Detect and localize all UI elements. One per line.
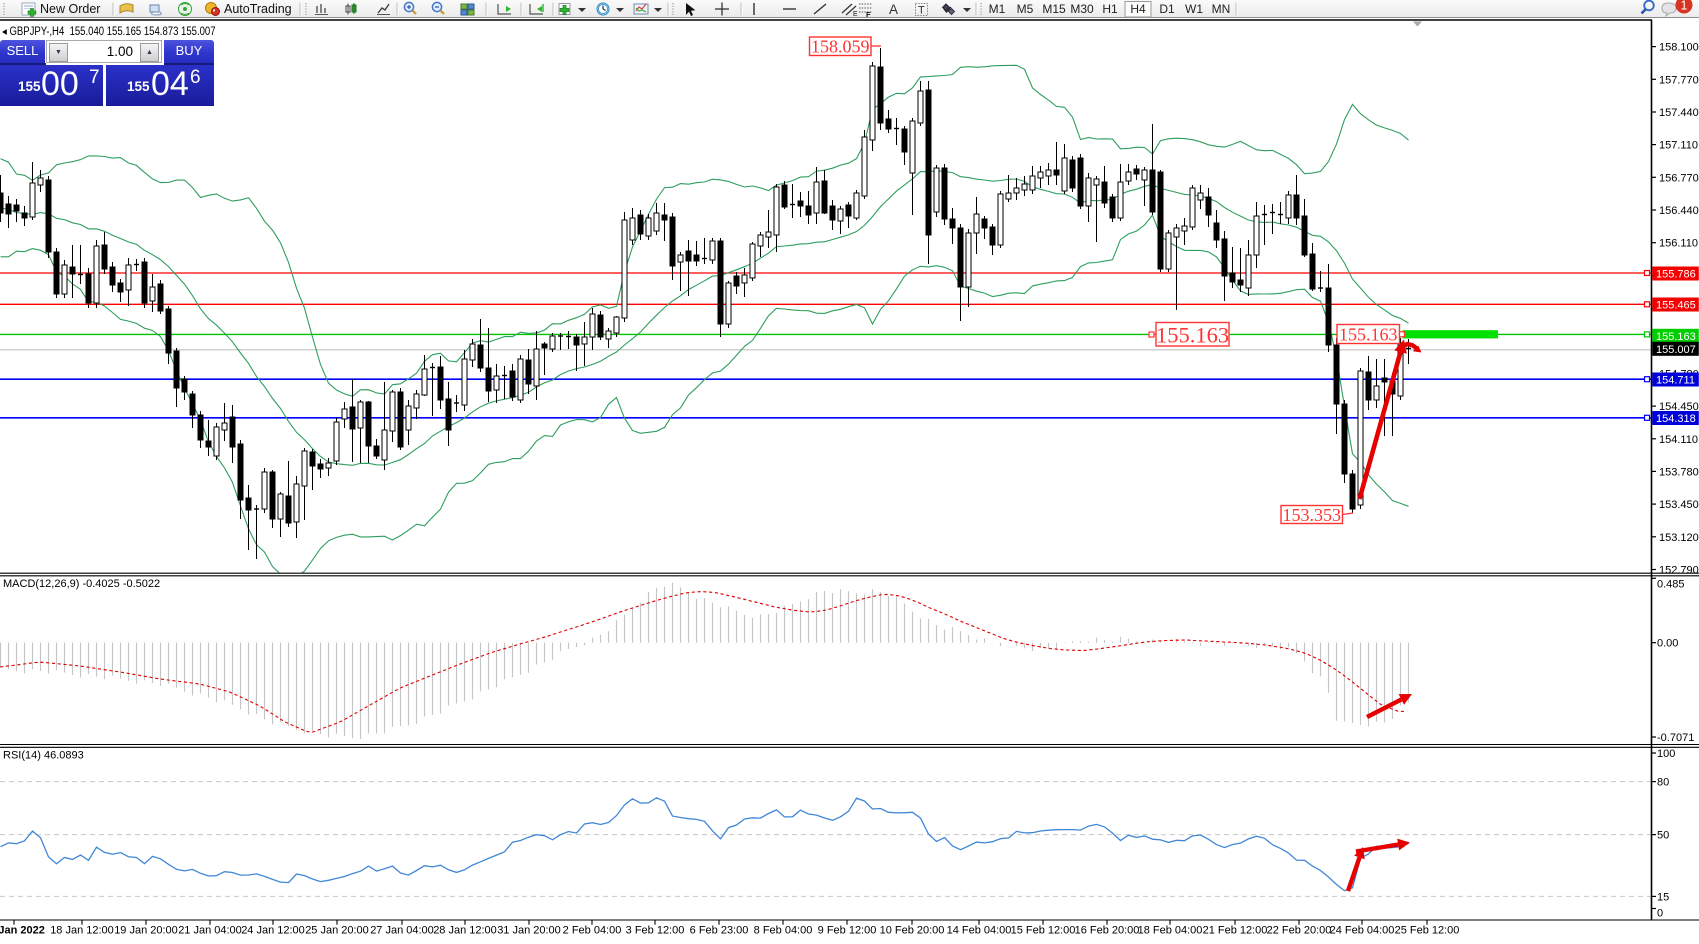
svg-text:154.450: 154.450 (1659, 401, 1699, 413)
svg-text:E: E (853, 11, 858, 18)
svg-text:158.059: 158.059 (811, 37, 870, 57)
svg-text:New Order: New Order (40, 2, 100, 16)
svg-text:M30: M30 (1070, 2, 1094, 16)
svg-text:RSI(14) 46.0893: RSI(14) 46.0893 (3, 750, 84, 762)
svg-text:156.110: 156.110 (1659, 238, 1698, 250)
svg-text:158.100: 158.100 (1659, 42, 1699, 54)
svg-text:A: A (889, 2, 898, 17)
svg-text:153.120: 153.120 (1659, 532, 1699, 544)
svg-text:155.163: 155.163 (1656, 331, 1696, 343)
svg-text:155.786: 155.786 (1656, 269, 1696, 281)
svg-text:18 Feb 04:00: 18 Feb 04:00 (1138, 925, 1203, 937)
svg-text:H4: H4 (1130, 2, 1146, 16)
svg-text:0.485: 0.485 (1657, 578, 1685, 590)
svg-text:2 Feb 04:00: 2 Feb 04:00 (563, 925, 622, 937)
svg-text:14 Feb 04:00: 14 Feb 04:00 (947, 925, 1012, 937)
svg-text:21 Feb 12:00: 21 Feb 12:00 (1203, 925, 1268, 937)
svg-text:154.110: 154.110 (1659, 434, 1698, 446)
svg-text:155.163: 155.163 (1156, 322, 1229, 347)
svg-text:W1: W1 (1185, 2, 1203, 16)
svg-text:1: 1 (1681, 0, 1688, 13)
svg-text:156.440: 156.440 (1659, 205, 1699, 217)
svg-text:157.770: 157.770 (1659, 74, 1699, 86)
svg-text:19 Jan 20:00: 19 Jan 20:00 (114, 925, 178, 937)
svg-text:21 Jan 04:00: 21 Jan 04:00 (178, 925, 242, 937)
svg-text:153.780: 153.780 (1659, 466, 1699, 478)
svg-text:H1: H1 (1102, 2, 1118, 16)
svg-text:8 Feb 04:00: 8 Feb 04:00 (754, 925, 813, 937)
svg-text:0: 0 (1657, 908, 1663, 920)
svg-text:31 Jan 20:00: 31 Jan 20:00 (497, 925, 561, 937)
svg-text:25 Feb 12:00: 25 Feb 12:00 (1395, 925, 1460, 937)
svg-text:27 Jan 04:00: 27 Jan 04:00 (370, 925, 434, 937)
svg-text:80: 80 (1657, 777, 1669, 789)
svg-text:0.00: 0.00 (1657, 638, 1678, 650)
svg-text:MN: MN (1212, 2, 1231, 16)
svg-text:16 Feb 20:00: 16 Feb 20:00 (1075, 925, 1140, 937)
svg-text:155.163: 155.163 (1339, 324, 1398, 344)
svg-text:-0.7071: -0.7071 (1657, 732, 1694, 744)
svg-text:17 Jan 2022: 17 Jan 2022 (0, 925, 45, 937)
svg-text:157.440: 157.440 (1659, 107, 1699, 119)
svg-text:22 Feb 20:00: 22 Feb 20:00 (1267, 925, 1332, 937)
svg-text:MACD(12,26,9) -0.4025 -0.5022: MACD(12,26,9) -0.4025 -0.5022 (3, 578, 160, 590)
svg-text:6 Feb 23:00: 6 Feb 23:00 (690, 925, 749, 937)
svg-text:50: 50 (1657, 830, 1669, 842)
svg-text:18 Jan 12:00: 18 Jan 12:00 (50, 925, 114, 937)
svg-text:153.450: 153.450 (1659, 499, 1699, 511)
svg-text:24 Jan 12:00: 24 Jan 12:00 (241, 925, 305, 937)
svg-text:154.318: 154.318 (1656, 413, 1696, 425)
svg-text:9 Feb 12:00: 9 Feb 12:00 (818, 925, 877, 937)
svg-text:10 Feb 20:00: 10 Feb 20:00 (880, 925, 945, 937)
svg-text:M5: M5 (1017, 2, 1034, 16)
svg-text:155.007: 155.007 (1656, 344, 1696, 356)
svg-text:155.465: 155.465 (1656, 300, 1696, 312)
svg-text:15 Feb 12:00: 15 Feb 12:00 (1011, 925, 1076, 937)
svg-text:24 Feb 04:00: 24 Feb 04:00 (1330, 925, 1395, 937)
svg-text:AutoTrading: AutoTrading (224, 2, 292, 16)
svg-text:M15: M15 (1042, 2, 1066, 16)
svg-text:153.353: 153.353 (1283, 505, 1342, 525)
svg-text:F: F (866, 10, 871, 18)
svg-text:100: 100 (1657, 748, 1675, 760)
svg-text:D1: D1 (1159, 2, 1175, 16)
svg-text:T: T (918, 5, 925, 17)
svg-text:25 Jan 20:00: 25 Jan 20:00 (305, 925, 369, 937)
svg-text:154.711: 154.711 (1656, 375, 1695, 387)
svg-text:28 Jan 12:00: 28 Jan 12:00 (433, 925, 497, 937)
svg-text:152.790: 152.790 (1659, 565, 1699, 577)
svg-text:156.770: 156.770 (1659, 172, 1699, 184)
svg-text:15: 15 (1657, 891, 1669, 903)
svg-text:M1: M1 (989, 2, 1006, 16)
svg-text:157.110: 157.110 (1659, 140, 1698, 152)
svg-text:3 Feb 12:00: 3 Feb 12:00 (626, 925, 685, 937)
